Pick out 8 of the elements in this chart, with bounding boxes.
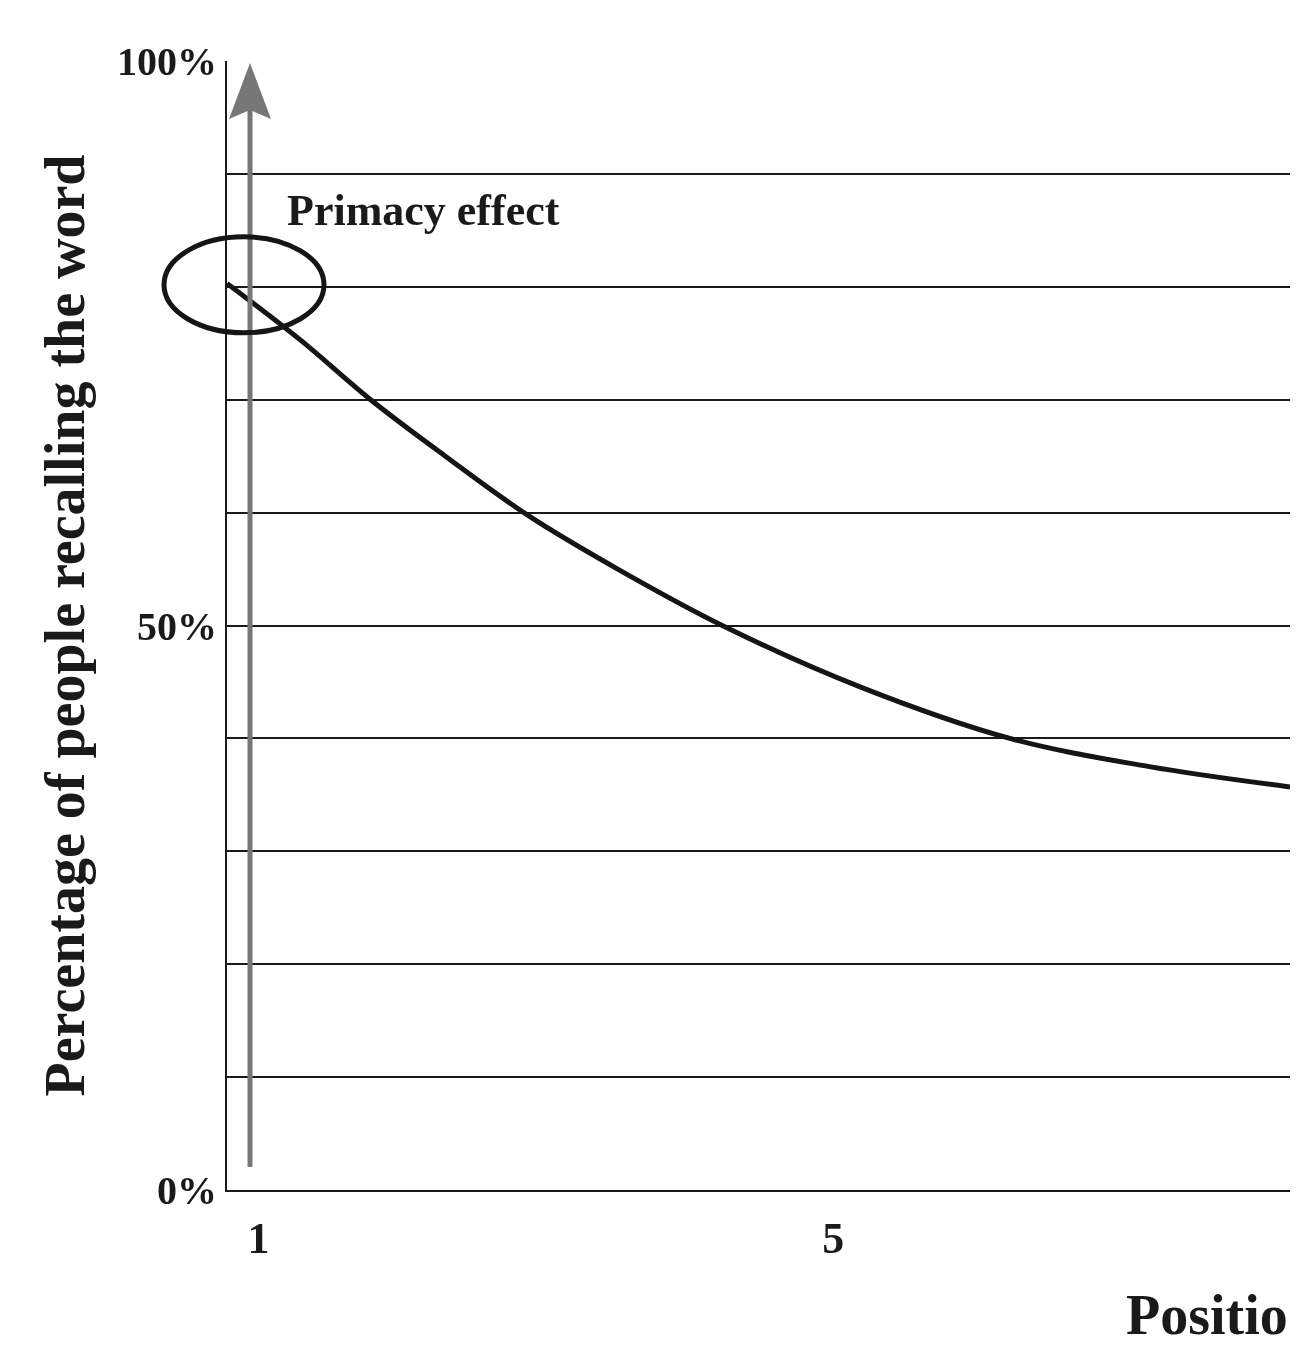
y-tick-label: 100%	[117, 39, 217, 84]
x-tick-label: 1	[247, 1213, 270, 1263]
y-tick-label: 0%	[157, 1168, 217, 1213]
x-tick-label: 5	[822, 1213, 845, 1263]
annotation: Primacy effect	[287, 186, 560, 235]
y-tick-label: 50%	[137, 603, 217, 649]
x-axis-title: Positio	[1126, 1284, 1288, 1346]
y-axis-title: Percentage of people recalling the word	[34, 154, 97, 1097]
